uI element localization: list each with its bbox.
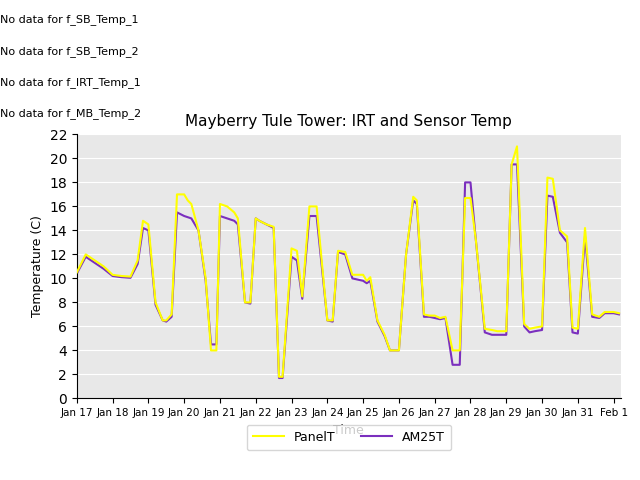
AM25T	[493, 332, 501, 338]
Title: Mayberry Tule Tower: IRT and Sensor Temp: Mayberry Tule Tower: IRT and Sensor Temp	[186, 114, 512, 129]
Text: No data for f_MB_Temp_2: No data for f_MB_Temp_2	[0, 108, 141, 119]
PanelT	[615, 310, 623, 316]
AM25T	[543, 193, 551, 199]
Line: AM25T: AM25T	[77, 164, 619, 378]
PanelT	[493, 328, 501, 334]
Y-axis label: Temperature (C): Temperature (C)	[31, 216, 44, 317]
AM25T	[508, 161, 515, 167]
PanelT	[73, 269, 81, 275]
PanelT	[109, 272, 116, 277]
AM25T	[341, 252, 349, 257]
AM25T	[73, 271, 81, 276]
X-axis label: Time: Time	[333, 424, 364, 437]
Legend: PanelT, AM25T: PanelT, AM25T	[246, 425, 451, 450]
PanelT	[145, 222, 152, 228]
AM25T	[145, 228, 152, 233]
AM25T	[109, 273, 116, 279]
PanelT	[91, 257, 99, 263]
PanelT	[341, 249, 349, 255]
PanelT	[543, 175, 551, 180]
AM25T	[615, 312, 623, 317]
Text: No data for f_IRT_Temp_1: No data for f_IRT_Temp_1	[0, 77, 141, 88]
PanelT	[275, 374, 283, 380]
PanelT	[513, 144, 521, 149]
Line: PanelT: PanelT	[77, 146, 619, 377]
Text: No data for f_SB_Temp_1: No data for f_SB_Temp_1	[0, 14, 138, 25]
Text: No data for f_SB_Temp_2: No data for f_SB_Temp_2	[0, 46, 139, 57]
AM25T	[91, 260, 99, 266]
AM25T	[275, 375, 283, 381]
